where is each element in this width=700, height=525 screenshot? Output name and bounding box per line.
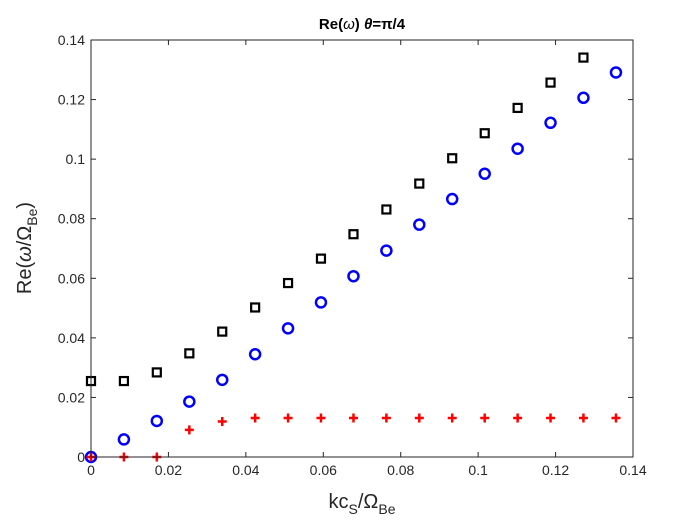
x-tick-label: 0.02 [155, 462, 182, 478]
x-tick-label: 0.1 [468, 462, 488, 478]
x-label-slash: /Ω [358, 491, 379, 513]
data-point-circle [380, 244, 393, 257]
x-tick-label: 0.12 [542, 462, 569, 478]
data-point-circle [314, 296, 328, 309]
y-label-omega: ω [14, 246, 36, 262]
data-point-square [348, 229, 359, 240]
y-tick-label: 0.04 [58, 330, 85, 346]
data-point-plus [348, 413, 358, 423]
data-point-plus [316, 413, 326, 423]
data-point-plus [513, 413, 523, 423]
y-tick-label: 0.14 [58, 32, 85, 48]
data-point-plus [381, 413, 391, 423]
y-axis-label: Re(ω/ΩBe) [14, 202, 40, 294]
data-point-circle [150, 414, 164, 428]
data-point-circle [281, 322, 295, 335]
plot-area [91, 40, 633, 457]
title-omega: ω [343, 16, 355, 33]
x-tick-label: 0.04 [232, 462, 259, 478]
x-axis-label: kcS/ΩBe [329, 491, 396, 517]
data-point-square [118, 375, 130, 387]
title-re: Re( [319, 16, 343, 33]
data-point-plus [611, 413, 621, 423]
data-point-plus [447, 413, 457, 423]
x-tick-label: 0.08 [387, 462, 414, 478]
data-point-circle [347, 269, 360, 283]
x-label-sub-be: Be [378, 501, 395, 517]
data-point-circle [577, 91, 590, 105]
axes: 0 0.02 0.04 0.06 0.08 0.1 0.12 0.14 0 0.02 0.04 0.0… [58, 32, 647, 478]
x-tick-label: 0.14 [619, 462, 646, 478]
data-point-square [217, 326, 228, 337]
data-point-circle [609, 66, 623, 79]
data-point-plus [250, 413, 260, 423]
data-point-plus [184, 425, 194, 435]
data-point-plus [217, 417, 227, 427]
y-label-re: Re( [14, 261, 36, 294]
data-point-circle [478, 167, 491, 180]
data-point-square [151, 367, 162, 378]
data-point-plus [578, 413, 588, 423]
data-point-plus [480, 413, 490, 423]
data-point-square [545, 77, 556, 88]
chart-title: Re(ω) θ=π/4 [319, 16, 406, 33]
data-point-circle [413, 218, 426, 231]
data-point-square [479, 128, 490, 139]
data-point-circle [511, 142, 524, 155]
data-point-plus [546, 413, 556, 423]
y-label-sub-be: Be [24, 208, 40, 225]
y-label-close: ) [14, 202, 36, 209]
data-point-square [184, 348, 195, 359]
data-point-square [414, 178, 425, 189]
y-label-slash: /Ω [14, 226, 36, 247]
data-point-circle [117, 433, 131, 446]
data-point-circle [544, 116, 557, 130]
y-tick-label: 0.06 [58, 270, 85, 286]
data-point-square [250, 302, 261, 313]
data-point-square [512, 102, 523, 114]
data-marks [84, 52, 623, 464]
y-tick-label: 0 [77, 449, 85, 465]
y-tick-label: 0.1 [66, 151, 86, 167]
y-tick-label: 0.08 [58, 211, 85, 227]
data-point-plus [414, 413, 424, 423]
data-point-circle [215, 373, 229, 387]
data-point-circle [183, 395, 196, 408]
data-point-square [578, 52, 589, 63]
y-tick-label: 0.02 [58, 389, 85, 405]
data-point-circle [445, 192, 459, 206]
data-point-square [282, 277, 294, 289]
x-label-sub-s: S [349, 501, 358, 517]
x-tick-label: 0.06 [310, 462, 337, 478]
data-point-square [447, 153, 458, 164]
axes-box [90, 39, 634, 458]
title-close: ) [355, 16, 364, 33]
data-point-circle [248, 347, 262, 361]
data-point-square [381, 204, 392, 215]
x-tick-label: 0 [87, 462, 95, 478]
data-point-plus [283, 413, 293, 423]
data-point-square [315, 253, 327, 264]
title-rest: =π/4 [372, 16, 405, 33]
y-tick-label: 0.12 [58, 92, 85, 108]
x-label-kc: kc [329, 491, 349, 513]
title-theta: θ [364, 16, 373, 33]
